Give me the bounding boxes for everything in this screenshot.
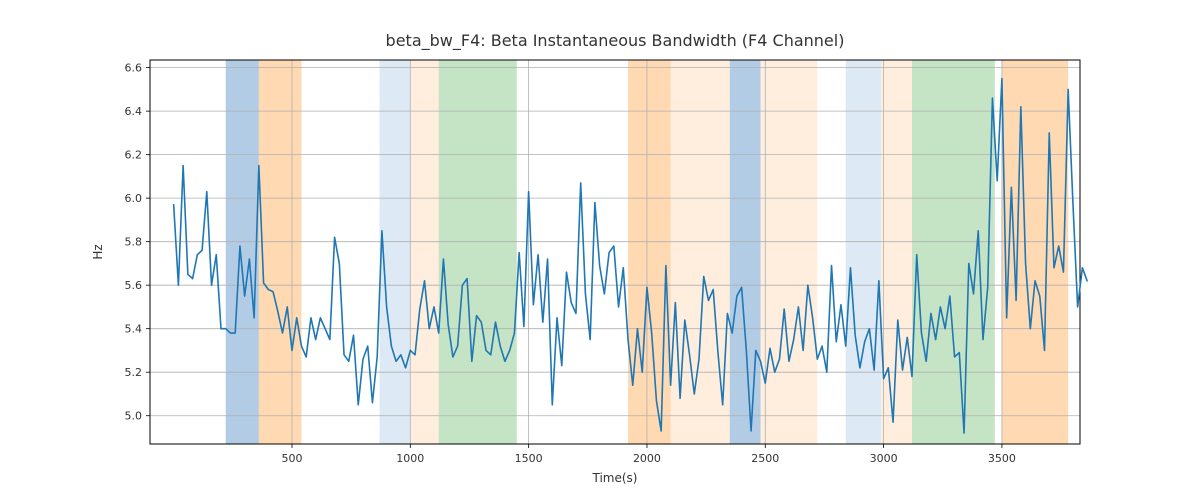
svg-text:3500: 3500 <box>988 452 1016 465</box>
svg-text:1000: 1000 <box>396 452 424 465</box>
y-tick-labels: 5.0 5.2 5.4 5.6 5.8 6.0 6.2 6.4 6.6 <box>125 62 151 423</box>
line-chart: 500 1000 1500 2000 2500 3000 3500 5.0 5.2 5.4 5.6… <box>0 0 1200 500</box>
svg-text:6.4: 6.4 <box>125 105 143 118</box>
svg-text:2000: 2000 <box>633 452 661 465</box>
x-axis-label: Time(s) <box>592 471 638 485</box>
svg-text:3000: 3000 <box>870 452 898 465</box>
svg-text:5.2: 5.2 <box>125 366 143 379</box>
svg-text:5.4: 5.4 <box>125 323 143 336</box>
svg-text:6.2: 6.2 <box>125 149 143 162</box>
svg-text:5.0: 5.0 <box>125 410 143 423</box>
svg-text:1500: 1500 <box>515 452 543 465</box>
svg-text:2500: 2500 <box>751 452 779 465</box>
svg-text:5.8: 5.8 <box>125 236 143 249</box>
svg-text:6.0: 6.0 <box>125 192 143 205</box>
y-axis-label: Hz <box>91 244 105 259</box>
chart-container: 500 1000 1500 2000 2500 3000 3500 5.0 5.2 5.4 5.6… <box>0 0 1200 500</box>
chart-title: beta_bw_F4: Beta Instantaneous Bandwidth… <box>386 31 845 51</box>
svg-text:6.6: 6.6 <box>125 62 143 75</box>
svg-text:5.6: 5.6 <box>125 279 143 292</box>
svg-text:500: 500 <box>281 452 302 465</box>
x-tick-labels: 500 1000 1500 2000 2500 3000 3500 <box>281 444 1015 465</box>
